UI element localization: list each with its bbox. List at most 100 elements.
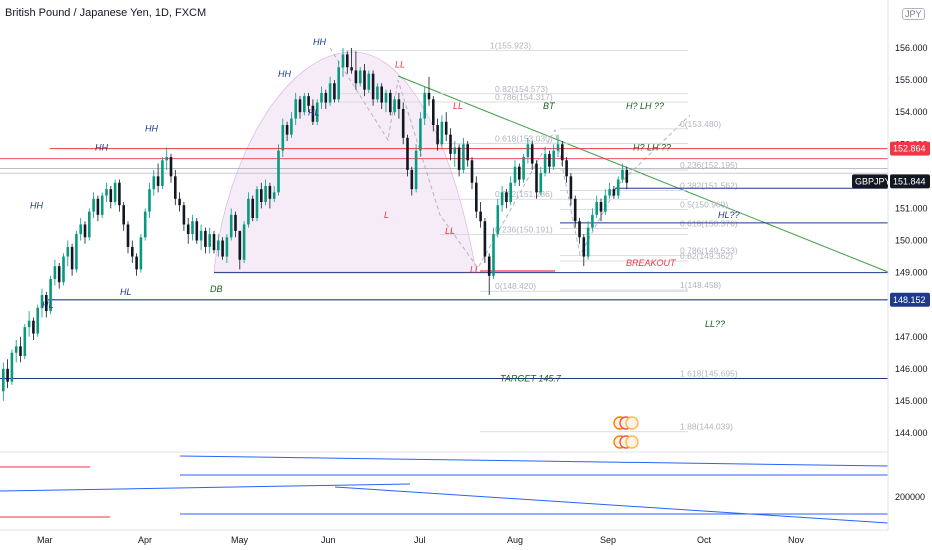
candle-body [320,92,323,103]
candle-body [199,230,203,241]
pattern-annotation: HH [95,143,108,153]
currency-badge[interactable]: JPY [902,8,925,20]
candle-body [384,92,388,103]
candle-body [75,234,78,270]
descending-trendline [397,75,889,273]
candle-body [616,179,620,196]
fib-level-label: 0.382(151.286) [495,189,553,199]
candle-body [251,198,254,219]
candle-body [543,153,547,174]
candle-body [530,144,534,164]
candle-body [225,237,229,257]
candle-body [406,137,409,170]
candle-body [303,96,306,113]
indicator-blue-line [0,483,411,492]
fib-level-label: 1(155.923) [490,40,531,50]
candle-body [285,125,289,135]
price-tick-label: 151.000 [895,203,928,213]
fib-level-label: 0.236(152.195) [680,160,738,170]
candle-body [582,237,586,257]
candle-body [10,352,14,382]
candle-body [578,221,581,238]
candle-body [186,224,190,235]
event-icon [625,416,639,430]
event-icon [625,435,639,449]
price-tag-label: 152.864 [893,144,926,154]
candle-body [79,224,82,235]
candle-body [143,211,147,238]
fib-level-label: 1.88(144.039) [680,422,733,432]
price-tick-label: 150.000 [895,236,928,246]
price-tick-label: 155.000 [895,75,928,85]
time-tick-label: Mar [37,535,53,545]
candle-body [70,246,74,270]
candle-body [182,205,186,225]
fib-level-label: 0(148.420) [495,281,536,291]
candle-body [324,92,328,103]
candle-body [191,221,194,235]
candle-body [49,279,52,312]
candle-body [2,368,5,392]
fib-level-label: 0.236(150.191) [495,224,553,234]
candle-body [548,153,551,167]
price-tick-label: 154.000 [895,107,928,117]
candle-body [539,173,543,193]
candle-body [436,125,439,145]
candle-body [247,198,250,225]
candle-body [367,73,371,90]
candle-body [260,189,263,202]
price-tick-label: 145.000 [895,396,928,406]
candle-body [410,169,414,190]
candle-body [393,99,396,113]
candle-body [281,125,285,151]
candle-body [496,205,500,235]
candle-body [522,157,525,180]
candle-body [535,163,538,193]
candle-body [135,256,138,270]
candle-body [57,266,61,283]
candle-body [96,198,100,215]
candle-body [298,99,302,113]
last-price-label: 151.844 [893,176,926,186]
price-tag-label: 148.152 [893,295,926,305]
candle-body [32,320,35,334]
candle-body [178,198,181,206]
pattern-annotation: HH [278,69,291,79]
candle-body [505,192,508,202]
candle-body [217,240,220,251]
candle-body [328,83,332,103]
price-tick-label: 144.000 [895,428,928,438]
candle-body [109,189,113,202]
candle-body [234,214,237,231]
pattern-annotation: BT [543,101,556,111]
candle-body [148,189,151,212]
candle-body [513,166,517,183]
candle-body [100,195,104,215]
candle-body [307,96,310,106]
candle-body [475,182,478,212]
candle-body [341,54,345,68]
chart-title: British Pound / Japanese Yen, 1D, FXCM [5,7,207,19]
candle-body [565,160,568,177]
candle-body [569,176,573,199]
candle-body [599,202,603,212]
candle-body [604,195,607,212]
fib-level-label: 0.618(150.376) [680,218,738,228]
candle-body [354,70,358,84]
candle-body [470,160,474,183]
indicator-blue-line [179,455,889,467]
candle-body [457,147,461,170]
candle-body [453,147,457,154]
price-tag [890,292,930,307]
price-tick-label: 156.000 [895,43,928,53]
candle-body [419,118,422,151]
pattern-annotation: L [384,210,389,220]
candle-body [432,99,435,125]
symbol-tag [852,174,888,189]
candle-body [509,182,512,202]
price-axis-bg [888,0,932,550]
fib-level-label: 0.5(150.969) [680,199,728,209]
candle-body [126,224,130,247]
candle-body [346,54,349,68]
